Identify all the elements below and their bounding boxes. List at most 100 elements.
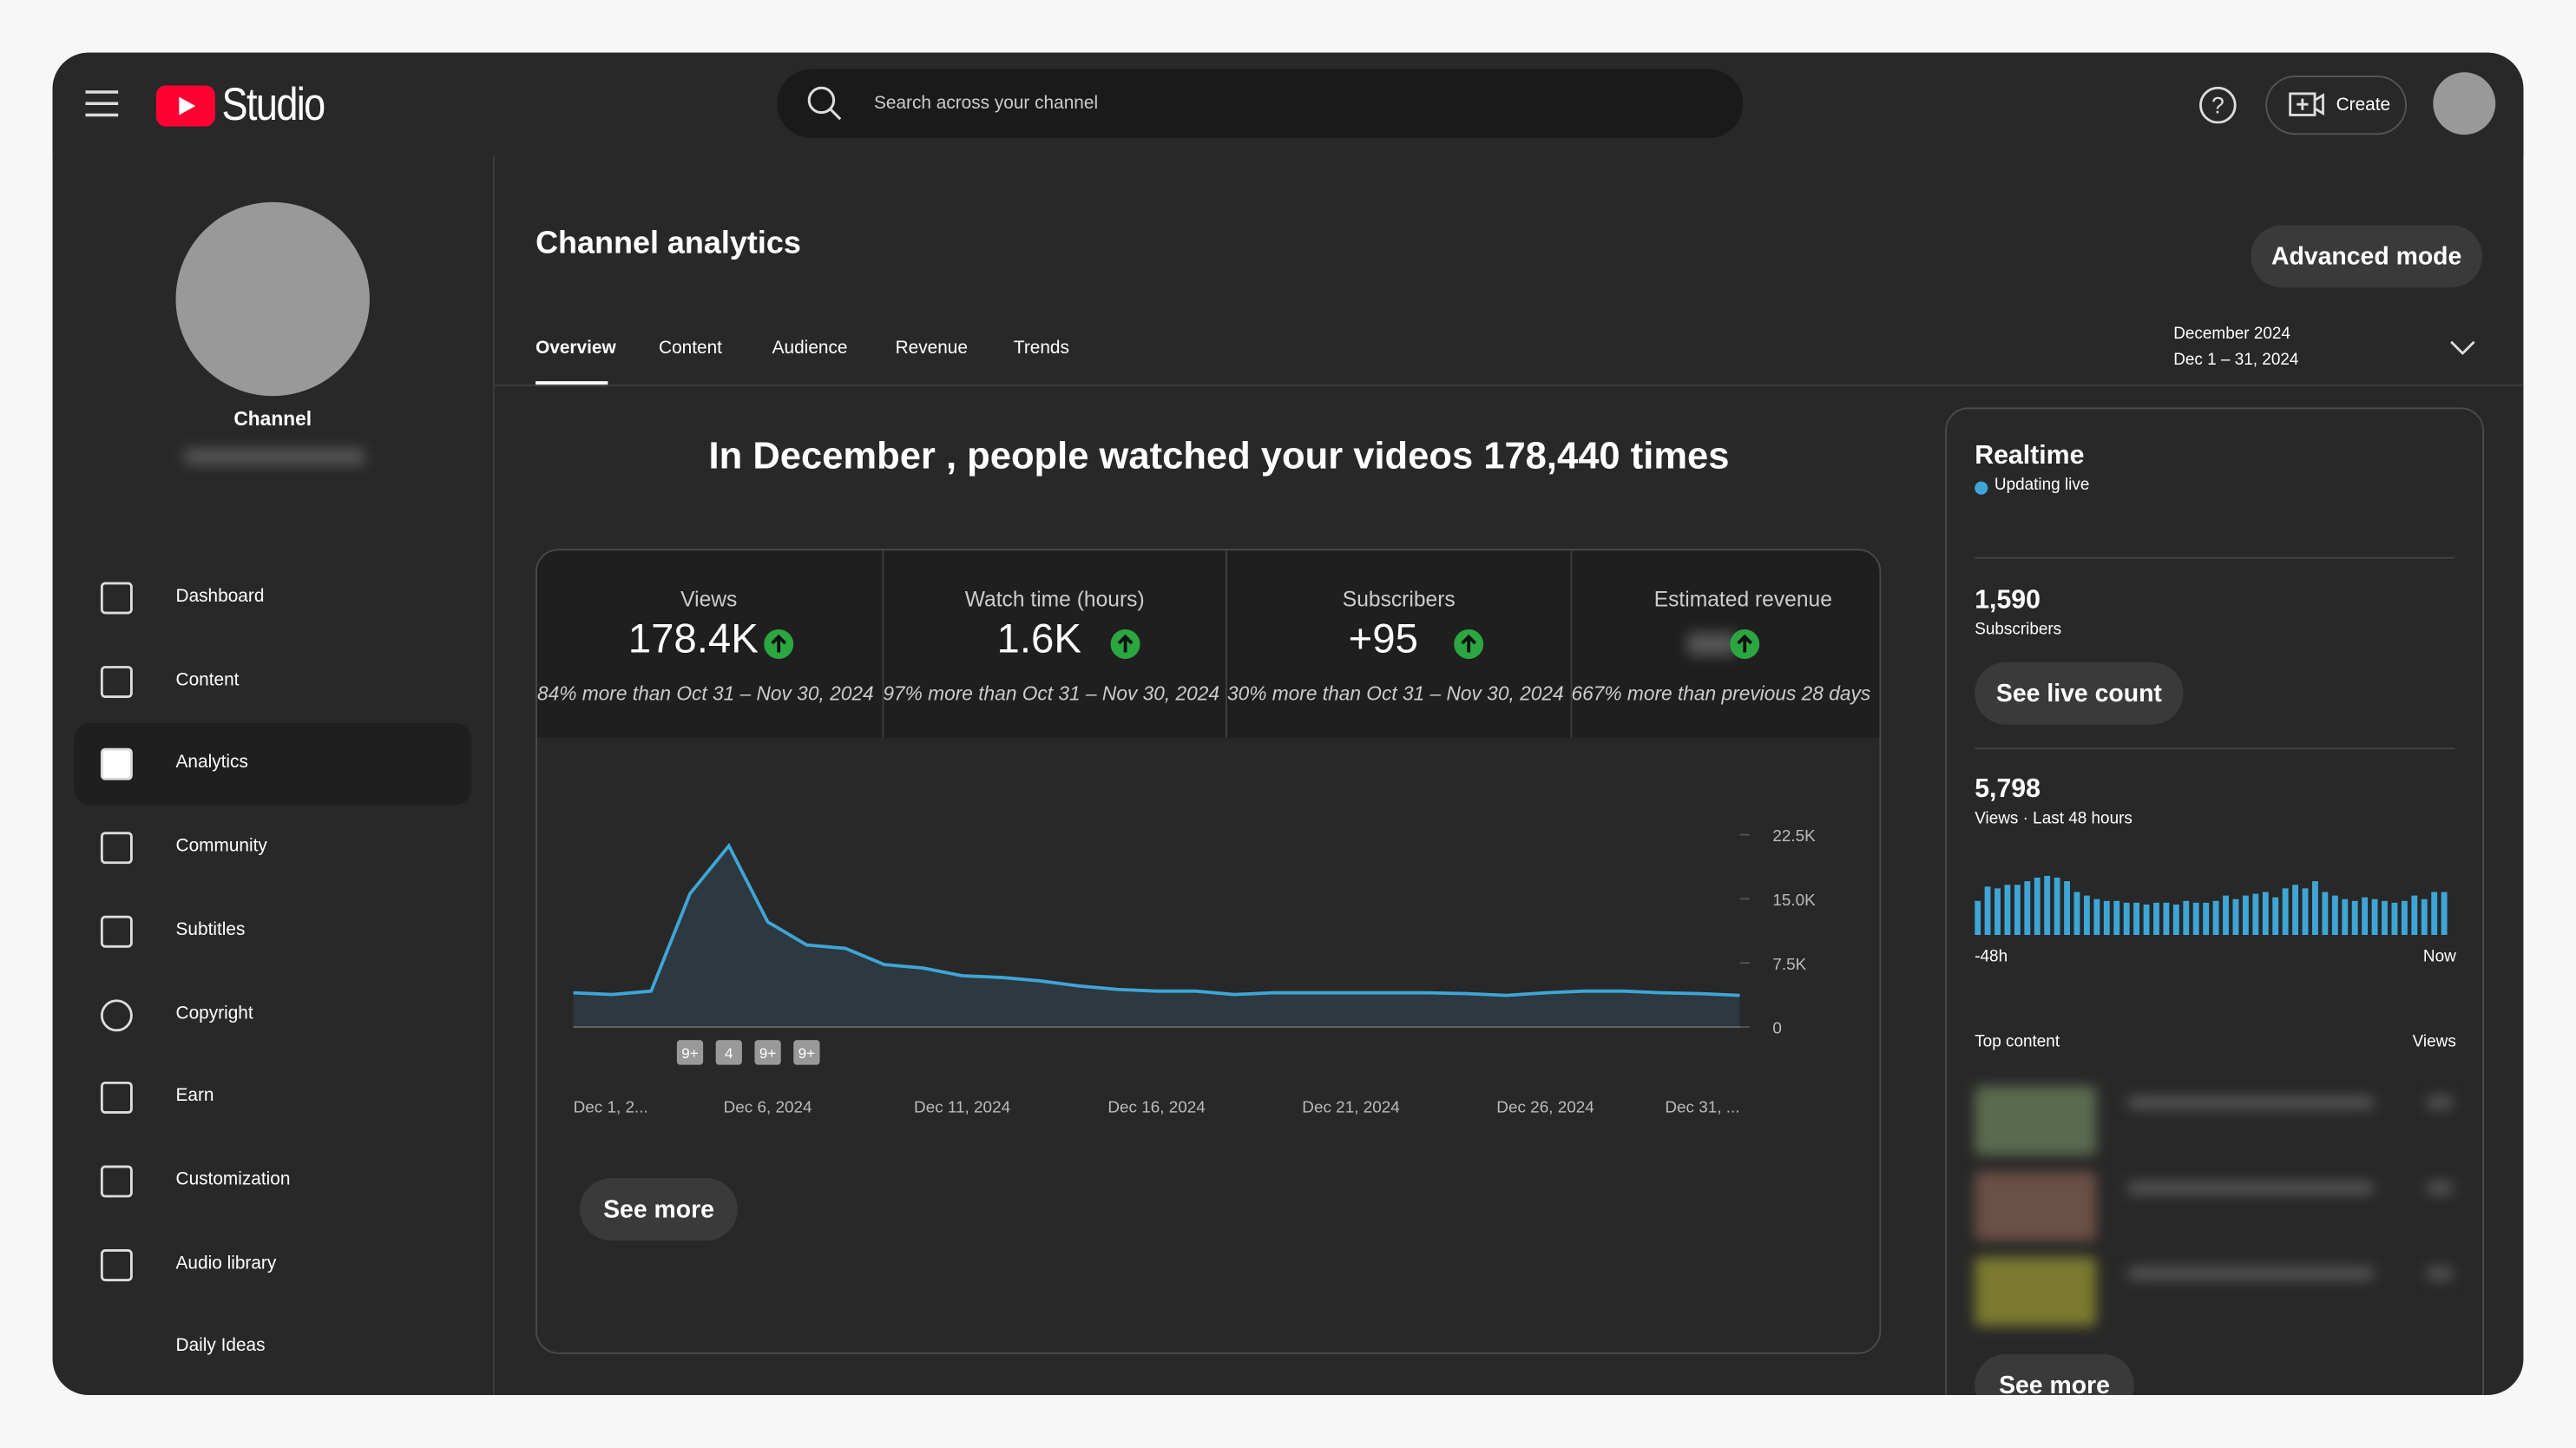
- blurred-title: [2127, 1267, 2375, 1280]
- realtime-bar: [2133, 902, 2140, 936]
- realtime-bar: [2342, 898, 2349, 936]
- y-tick-label: 0: [1772, 1020, 1782, 1038]
- nav-item[interactable]: Daily Ideas: [74, 1306, 471, 1389]
- bars-end: Now: [2422, 948, 2456, 966]
- search-box[interactable]: Search across your channel: [777, 69, 1744, 138]
- realtime-bar: [2163, 902, 2170, 936]
- realtime-bar: [2054, 877, 2060, 936]
- nav-icon: [100, 582, 133, 615]
- views-label: Views · Last 48 hours: [1975, 810, 2132, 828]
- blurred-views: [2426, 1181, 2454, 1195]
- views-chart: 0 7.5K 15.0K 22.5K 9+ 4 9+ 9+ Dec 1, 2... Dec 6, …: [573, 827, 1816, 1116]
- create-button[interactable]: Create: [2265, 76, 2408, 135]
- tab[interactable]: Trends: [1013, 338, 1069, 359]
- nav-item[interactable]: Content: [74, 641, 471, 723]
- arrow: [771, 634, 787, 653]
- nav-item[interactable]: Copyright: [74, 974, 471, 1056]
- realtime-bar: [1984, 886, 1991, 936]
- tab[interactable]: Content: [659, 338, 722, 359]
- nav-icon: [100, 998, 133, 1031]
- tab[interactable]: Revenue: [895, 338, 968, 359]
- nav-item[interactable]: Customization: [74, 1140, 471, 1222]
- tab[interactable]: Audience: [772, 338, 848, 359]
- blurred-title: [2127, 1096, 2375, 1109]
- subscriber-label: Subscribers: [1975, 621, 2062, 640]
- views-column-label: Views: [2412, 1033, 2456, 1052]
- live-count-button[interactable]: See live count: [1975, 661, 2184, 725]
- divider: [1975, 747, 2454, 750]
- up-arrow: [1729, 629, 1759, 660]
- realtime-bar: [2034, 877, 2040, 936]
- nav-item[interactable]: Audio library: [74, 1223, 471, 1306]
- thumbnail[interactable]: [1975, 1086, 2097, 1155]
- y-tick-label: 22.5K: [1772, 827, 1816, 846]
- help-icon[interactable]: ?: [2198, 85, 2238, 124]
- realtime-bar: [2371, 898, 2378, 936]
- realtime-bar: [2401, 900, 2408, 936]
- up-arrow: [1109, 629, 1140, 660]
- icon-shape: [100, 998, 133, 1031]
- nav-icon: [100, 1165, 133, 1198]
- tabs-divider: [494, 384, 2524, 386]
- thumbnail[interactable]: [1975, 1171, 2097, 1241]
- event-label: 9+: [798, 1045, 815, 1062]
- x-tick-label: Dec 1, 2...: [574, 1098, 648, 1116]
- thumbnail[interactable]: [1975, 1257, 2097, 1326]
- search-icon: [807, 86, 842, 121]
- dates[interactable]: Dec 1 – 31, 2024: [2173, 352, 2299, 370]
- nav-icon: [100, 1248, 133, 1281]
- nav-item[interactable]: Dashboard: [74, 557, 471, 640]
- blurred-title: [2127, 1181, 2375, 1195]
- realtime-bar: [2223, 895, 2229, 936]
- event-marker[interactable]: [715, 1040, 742, 1065]
- top-bar: Studio Search across your channel ? Crea…: [52, 52, 2524, 156]
- nav-item[interactable]: Subtitles: [74, 891, 471, 973]
- realtime-bar: [2242, 895, 2249, 936]
- nav-label: Analytics: [175, 753, 248, 773]
- tab[interactable]: Overview: [536, 338, 616, 359]
- x-tick-label: Dec 31, ...: [1665, 1098, 1739, 1116]
- up-arrow: [764, 629, 794, 660]
- icon-shape: [100, 1248, 133, 1281]
- see-more-button[interactable]: See more: [580, 1178, 738, 1241]
- metric-value: 1.6K: [996, 615, 1081, 662]
- realtime-bar: [2351, 900, 2358, 936]
- realtime-bar: [2411, 895, 2418, 936]
- nav-item[interactable]: Community: [74, 807, 471, 890]
- metric-comparison: 667% more than previous 28 days: [1571, 681, 1871, 706]
- nav-label: Earn: [175, 1086, 214, 1107]
- create-icon: [2289, 92, 2324, 116]
- realtime-bar: [2103, 900, 2110, 936]
- nav-label: Subtitles: [175, 919, 246, 940]
- icon-shape: [100, 582, 133, 615]
- menu-icon[interactable]: [85, 89, 119, 118]
- metric-value: +95: [1348, 615, 1418, 662]
- realtime-bar: [2292, 885, 2299, 936]
- bars-start: -48h: [1975, 948, 2008, 966]
- blurred-views: [2426, 1096, 2454, 1109]
- icon-shape: [100, 665, 133, 698]
- event-marker[interactable]: [676, 1040, 704, 1065]
- nav-label: Copyright: [175, 1003, 253, 1023]
- nav-item[interactable]: Analytics: [74, 723, 472, 806]
- nav-item[interactable]: Earn: [74, 1056, 471, 1139]
- event-marker[interactable]: [793, 1040, 820, 1065]
- date-dropdown[interactable]: [2449, 340, 2475, 357]
- advanced-mode-button[interactable]: Advanced mode: [2251, 225, 2483, 288]
- nav-label: Community: [175, 836, 267, 857]
- live-dot: [1975, 481, 1988, 495]
- logo-text[interactable]: Studio: [221, 78, 326, 130]
- nav-label: Dashboard: [175, 586, 265, 607]
- nav-icon: [100, 915, 133, 948]
- realtime-bar: [2212, 900, 2219, 936]
- top-content-see-more[interactable]: See more: [1975, 1353, 2134, 1396]
- realtime-bar: [2183, 900, 2190, 936]
- realtime-bars: [1975, 875, 2448, 936]
- avatar[interactable]: [2433, 72, 2496, 135]
- metric: Views 178.4K 84% more than Oct 31 – Nov 30…: [537, 550, 881, 738]
- nav-item[interactable]: Keyword Inspector: [74, 1390, 471, 1395]
- realtime-bar: [2153, 902, 2159, 936]
- realtime-bar: [2252, 893, 2259, 936]
- event-marker[interactable]: [754, 1040, 781, 1065]
